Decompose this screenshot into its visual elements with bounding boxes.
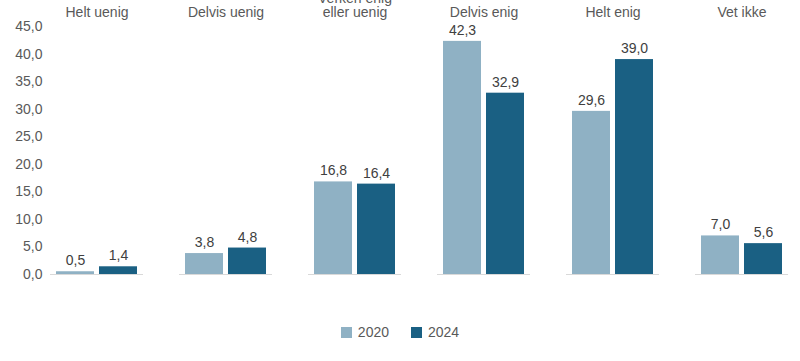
svg-text:40,0: 40,0 xyxy=(15,46,42,62)
svg-text:20,0: 20,0 xyxy=(15,156,42,172)
svg-text:1,4: 1,4 xyxy=(109,247,129,263)
svg-text:Verken enigeller uenig: Verken enigeller uenig xyxy=(318,0,392,20)
svg-text:10,0: 10,0 xyxy=(15,211,42,227)
svg-text:3,8: 3,8 xyxy=(195,234,215,250)
svg-text:25,0: 25,0 xyxy=(15,128,42,144)
svg-text:29,6: 29,6 xyxy=(578,92,605,108)
svg-text:Delvis enig: Delvis enig xyxy=(450,4,518,20)
svg-text:Delvis uenig: Delvis uenig xyxy=(188,4,264,20)
svg-text:16,8: 16,8 xyxy=(320,162,347,178)
svg-text:0,0: 0,0 xyxy=(23,266,43,282)
html-text:2020: 2020 xyxy=(357,324,389,340)
svg-text:45,0: 45,0 xyxy=(15,18,42,34)
svg-text:5,0: 5,0 xyxy=(23,238,43,254)
svg-text:4,8: 4,8 xyxy=(238,229,258,245)
svg-text:5,6: 5,6 xyxy=(754,224,774,240)
svg-text:32,9: 32,9 xyxy=(492,74,519,90)
svg-text:35,0: 35,0 xyxy=(15,73,42,89)
svg-text:30,0: 30,0 xyxy=(15,101,42,117)
svg-text:Helt enig: Helt enig xyxy=(585,4,640,20)
svg-text:15,0: 15,0 xyxy=(15,183,42,199)
svg-text:0,5: 0,5 xyxy=(66,252,86,268)
svg-text:Vet ikke: Vet ikke xyxy=(717,4,766,20)
svg-text:42,3: 42,3 xyxy=(449,22,476,38)
svg-text:Helt uenig: Helt uenig xyxy=(65,4,128,20)
svg-text:7,0: 7,0 xyxy=(711,216,731,232)
html-text:2024: 2024 xyxy=(428,324,460,340)
svg-text:16,4: 16,4 xyxy=(363,165,390,181)
svg-text:39,0: 39,0 xyxy=(621,40,648,56)
